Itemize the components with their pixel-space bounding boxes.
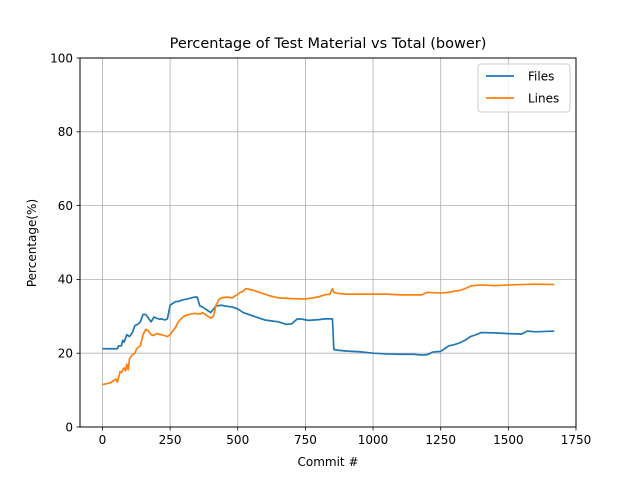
x-tick-label: 500: [226, 433, 249, 447]
x-tick-label: 1750: [561, 433, 592, 447]
series-line-files: [102, 296, 555, 356]
y-tick-label: 40: [58, 273, 73, 287]
x-axis-label: Commit #: [297, 455, 358, 469]
legend-label-files: Files: [528, 70, 554, 84]
x-tick-label: 1250: [425, 433, 456, 447]
x-tick-label: 250: [159, 433, 182, 447]
chart-title: Percentage of Test Material vs Total (bo…: [170, 36, 487, 52]
x-tick-label: 1500: [493, 433, 524, 447]
series-line-lines: [102, 283, 555, 386]
x-tick-label: 1000: [358, 433, 389, 447]
y-tick-label: 20: [58, 347, 73, 361]
y-tick-label: 0: [65, 420, 73, 434]
legend: Files Lines: [477, 63, 571, 113]
ticks: 0 250 500 750 1000 1250 1500 1750 0 20 40 60 80 100: [50, 51, 591, 447]
legend-label-lines: Lines: [528, 92, 559, 106]
y-tick-label: 100: [50, 51, 73, 65]
y-tick-label: 80: [58, 125, 73, 139]
series-layer: [102, 283, 555, 386]
x-tick-label: 750: [294, 433, 317, 447]
x-tick-label: 0: [99, 433, 107, 447]
plot-frame: [79, 57, 577, 428]
y-axis-label: Percentage(%): [25, 199, 39, 287]
y-tick-label: 60: [58, 199, 73, 213]
